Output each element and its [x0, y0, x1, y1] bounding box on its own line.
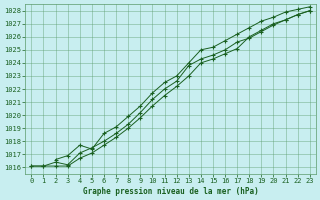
- X-axis label: Graphe pression niveau de la mer (hPa): Graphe pression niveau de la mer (hPa): [83, 187, 259, 196]
